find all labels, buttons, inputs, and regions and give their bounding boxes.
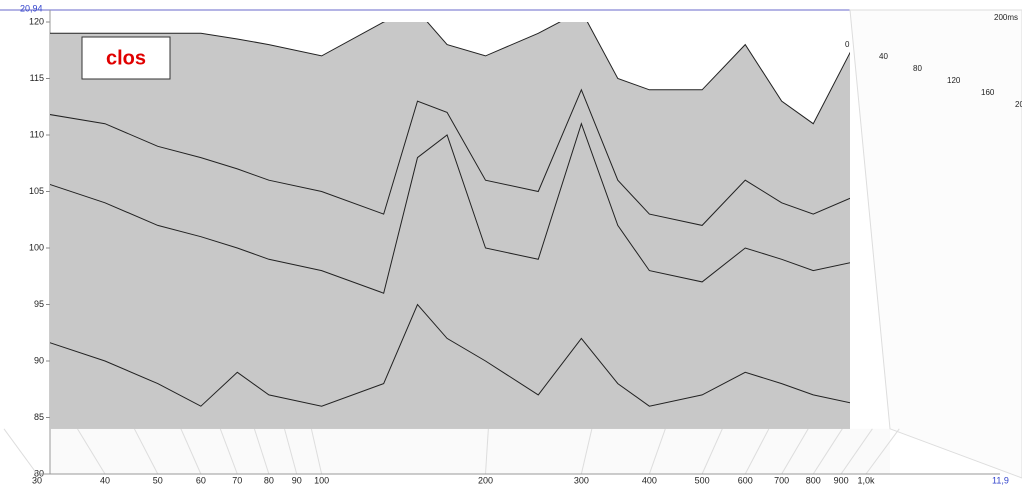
slices [50, 22, 850, 429]
y-tick-label: 105 [29, 186, 44, 196]
grid-line [3, 428, 38, 475]
grid-line [485, 428, 489, 475]
x-tick-label: 90 [292, 475, 302, 485]
slice-line [50, 22, 850, 125]
grid-line [781, 428, 809, 475]
slice-fill [50, 123, 850, 429]
x-tick-label: 300 [574, 475, 589, 485]
z-tick-label: 0 [845, 40, 850, 49]
chart-label: clos [106, 47, 146, 69]
y-tick-label: 90 [34, 355, 44, 365]
y-tick-label: 80 [34, 468, 44, 478]
slice-line [50, 88, 850, 226]
x-tick-label: 30 [32, 475, 42, 485]
x-tick-label: 900 [834, 475, 849, 485]
grid-line [76, 428, 106, 475]
x-tick-label: 600 [738, 475, 753, 485]
x-tick-label: 80 [264, 475, 274, 485]
slice-fill [50, 304, 850, 429]
side-wall [849, 9, 1022, 479]
z-tick-label: 200 [1015, 100, 1022, 109]
y-tick-label: 95 [34, 299, 44, 309]
x-tick-label: 100 [314, 475, 329, 485]
corner-label: 20,94 [20, 3, 43, 13]
x-tick-label: 800 [806, 475, 821, 485]
y-tick-label: 110 [30, 129, 44, 139]
y-tick-label: 115 [30, 73, 44, 83]
grid-line [219, 428, 238, 475]
grid-line [865, 428, 900, 475]
x-tick-label: 700 [774, 475, 789, 485]
z-tick-label: 80 [913, 64, 922, 73]
x-tick-label: 1,0k [857, 475, 875, 485]
grid-line [812, 428, 843, 475]
y-tick-label: 100 [29, 242, 44, 252]
label-box [81, 36, 171, 80]
grid-line [253, 428, 270, 475]
corner-label: 11,9 [992, 475, 1009, 485]
x-tick-label: 400 [642, 475, 657, 485]
x-tick-label: 200 [478, 475, 493, 485]
grid-line [840, 428, 873, 475]
z-tick-label: 120 [947, 76, 961, 85]
floor [50, 428, 890, 474]
x-tick-label: 70 [232, 475, 242, 485]
y-tick-label: 120 [29, 16, 44, 26]
x-tick-label: 500 [695, 475, 710, 485]
slice-line [50, 122, 850, 294]
x-tick-label: 60 [196, 475, 206, 485]
grid-line [744, 428, 770, 475]
x-tick-label: 40 [100, 475, 110, 485]
grid-line [180, 428, 202, 475]
grid-line [648, 428, 666, 475]
grid-line [701, 428, 723, 475]
y-tick-label: 85 [34, 412, 44, 422]
z-tick-label: 40 [879, 52, 888, 61]
x-tick-label: 50 [153, 475, 163, 485]
grid-line [133, 428, 159, 475]
plot-area: 80 85 90 95 100 105 110 115 120 30 40 50 60 70 80 90 100… [3, 9, 1022, 485]
grid-line [310, 428, 323, 475]
grid-line [580, 428, 593, 475]
z-tick-label: 160 [981, 88, 995, 97]
grid-line [283, 428, 298, 475]
slice-line [50, 303, 850, 407]
z-axis-end-label: 200ms [994, 13, 1018, 22]
